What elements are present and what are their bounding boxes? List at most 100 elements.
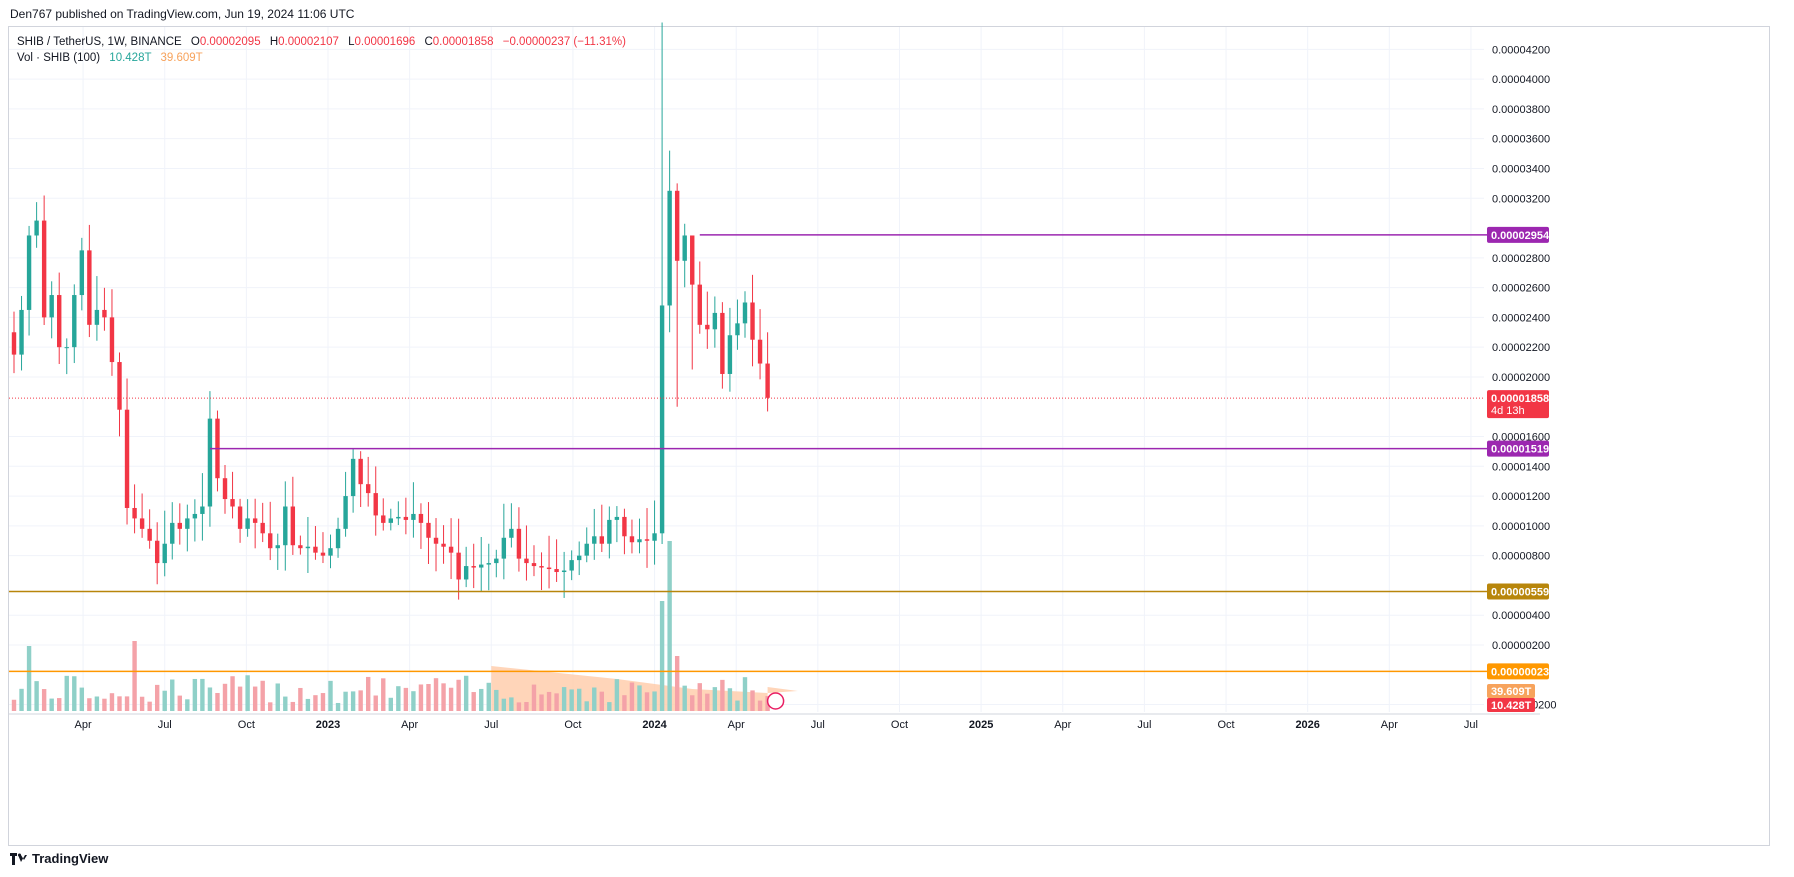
volume-bar: [479, 688, 484, 711]
candle-body: [290, 506, 296, 546]
candle-body: [396, 516, 401, 519]
price-axis: 0.00004200 0.00004000 0.00003800 0.00003600…: [1492, 44, 1557, 711]
candle-body: [494, 558, 499, 564]
volume-bar: [622, 695, 627, 711]
volume-value: 10.428T: [109, 52, 152, 64]
candle-body: [411, 513, 416, 520]
candle-body: [87, 250, 92, 325]
volume-bar: [320, 693, 326, 711]
change-value: −0.00000237 (−11.31%): [502, 36, 626, 48]
volume-bar: [109, 693, 115, 711]
candle-body: [79, 250, 85, 296]
candle-body: [200, 506, 205, 514]
price-tick-label: 0.00004000: [1492, 74, 1550, 86]
tradingview-logo-icon: [10, 852, 27, 865]
candle-body: [109, 317, 115, 363]
price-tick-label: 0.00002400: [1492, 312, 1550, 324]
time-tick-label: Jul: [484, 719, 498, 731]
candle-body: [381, 515, 386, 523]
candle-body: [667, 190, 672, 306]
time-tick-label: Apr: [75, 719, 92, 731]
volume-bar: [41, 689, 47, 711]
candle-body: [313, 546, 318, 553]
volume-bar: [34, 681, 39, 711]
volume-bar: [463, 675, 469, 711]
close-value: 0.00001858: [432, 36, 494, 48]
price-tick-label: 0.00002000: [1492, 372, 1550, 384]
volume-bar: [426, 684, 431, 711]
chart-frame[interactable]: [8, 26, 1770, 846]
candle-body: [147, 528, 152, 541]
candle-body: [501, 537, 507, 559]
candle-body: [652, 533, 657, 541]
candle-body: [637, 539, 642, 543]
candle-body: [154, 540, 160, 564]
volume-bar: [509, 697, 514, 711]
candle-body: [486, 563, 491, 565]
price-level-value: 0.00000559: [1491, 587, 1549, 599]
candle-body: [682, 235, 687, 261]
candle-body: [94, 309, 100, 325]
price-tick-label: 0.00001600: [1492, 432, 1550, 444]
volume-bar: [757, 700, 763, 711]
open-label: O: [190, 36, 200, 48]
volume-bar: [19, 688, 24, 711]
candle-body: [448, 546, 454, 553]
volume-bar: [358, 690, 363, 711]
candle-body: [102, 309, 107, 318]
volume-bar: [705, 693, 710, 711]
volume-bar: [328, 680, 333, 711]
symbol-label[interactable]: SHIB / TetherUS, 1W, BINANCE: [17, 36, 182, 48]
high-value: 0.00002107: [278, 36, 339, 48]
volume-badge: [1487, 684, 1535, 698]
volume-bar: [245, 675, 250, 711]
candle-body: [418, 513, 424, 523]
candle-body: [237, 506, 243, 529]
volume-bar: [117, 696, 122, 711]
time-tick-label: 2025: [969, 719, 993, 731]
volume-bar: [162, 690, 167, 711]
candle-body: [365, 484, 371, 494]
candle-body: [479, 564, 484, 568]
lightning-icon: [766, 692, 785, 710]
candle-body: [705, 324, 710, 330]
volume-bar: [57, 698, 62, 711]
time-tick-label: Jul: [1464, 719, 1478, 731]
volume-bar: [177, 695, 182, 711]
candle-body: [305, 546, 311, 549]
brand-name: TradingView: [32, 851, 109, 866]
volume-bar: [697, 683, 702, 711]
price-level-badge: [1487, 440, 1549, 457]
last-price-value: 0.00001858: [1491, 393, 1549, 405]
candle-body: [192, 513, 198, 519]
candle-body: [49, 295, 54, 318]
volume-bar: [230, 676, 235, 711]
candle-body: [26, 235, 32, 310]
volume-bar: [448, 687, 454, 711]
volume-bar: [215, 692, 220, 711]
countdown-value: 4d 13h: [1491, 405, 1525, 417]
candle-body: [735, 323, 740, 336]
tradingview-footer[interactable]: TradingView: [10, 851, 108, 866]
time-tick-label: 2023: [316, 719, 340, 731]
price-tick-label: 0.00003200: [1492, 193, 1550, 205]
price-tick-label: 0.00000200: [1492, 640, 1550, 652]
candle-body: [471, 566, 476, 568]
candle-body: [765, 363, 770, 398]
volume-bar: [735, 700, 740, 711]
time-axis: Apr Jul Oct 2023 Apr Jul Oct 2024 Apr Jul Oct 2025 A…: [9, 713, 1540, 731]
volume-label[interactable]: Vol · SHIB (100): [17, 52, 101, 64]
volume-bar: [659, 601, 665, 711]
price-tick-label: 0.00003400: [1492, 163, 1550, 175]
price-tick-label: 0.00002800: [1492, 253, 1550, 265]
volume-bar: [350, 691, 356, 711]
candle-body: [343, 496, 348, 529]
candle-body: [614, 516, 620, 520]
volume-bar: [577, 688, 582, 711]
candle-body: [132, 507, 137, 519]
candle-body: [230, 499, 235, 507]
price-tick-label: 0.00002600: [1492, 283, 1550, 295]
candle-body: [516, 528, 522, 559]
price-level-value: 0.00000023: [1491, 666, 1549, 678]
